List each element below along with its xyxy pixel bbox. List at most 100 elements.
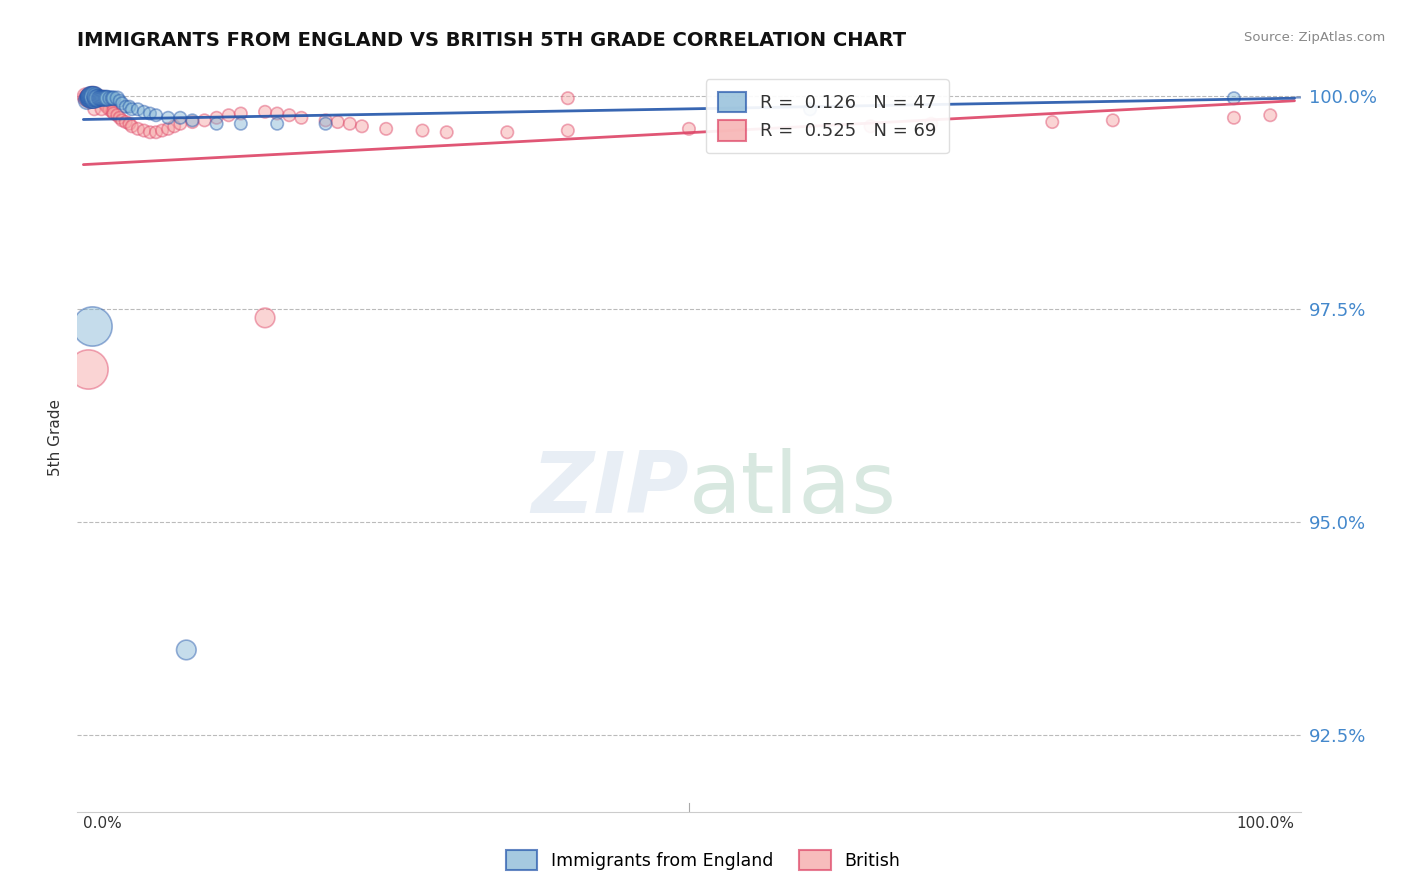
Point <box>339 117 361 131</box>
Point <box>76 91 98 105</box>
Point <box>557 91 579 105</box>
Point <box>84 89 107 103</box>
Point <box>278 108 301 122</box>
Point <box>96 98 118 112</box>
Point <box>90 91 112 105</box>
Point <box>80 91 103 105</box>
Text: atlas: atlas <box>689 448 897 531</box>
Point <box>150 123 173 137</box>
Point <box>1223 111 1246 125</box>
Point <box>84 89 107 103</box>
Text: IMMIGRANTS FROM ENGLAND VS BRITISH 5TH GRADE CORRELATION CHART: IMMIGRANTS FROM ENGLAND VS BRITISH 5TH G… <box>77 30 907 50</box>
Legend: Immigrants from England, British: Immigrants from England, British <box>498 841 908 879</box>
Point <box>77 91 100 105</box>
Y-axis label: 5th Grade: 5th Grade <box>48 399 63 475</box>
Point <box>83 102 105 116</box>
Point <box>181 115 204 129</box>
Point <box>678 121 700 136</box>
Point <box>101 104 124 119</box>
Point <box>1101 113 1123 128</box>
Point <box>82 89 104 103</box>
Point <box>94 96 117 111</box>
Point <box>90 91 112 105</box>
Point <box>93 91 115 105</box>
Point <box>114 115 136 129</box>
Text: 100.0%: 100.0% <box>1236 816 1295 831</box>
Point <box>91 91 114 105</box>
Point <box>229 106 252 120</box>
Point <box>80 91 103 105</box>
Point <box>89 91 111 105</box>
Point <box>127 121 149 136</box>
Point <box>80 319 103 334</box>
Text: Source: ZipAtlas.com: Source: ZipAtlas.com <box>1244 31 1385 45</box>
Point <box>80 89 103 103</box>
Point <box>89 91 111 105</box>
Point <box>96 91 118 105</box>
Point <box>121 102 143 116</box>
Point <box>1223 91 1246 105</box>
Point <box>108 94 131 108</box>
Point <box>1040 115 1063 129</box>
Point <box>139 125 162 139</box>
Point <box>496 125 519 139</box>
Point <box>350 120 373 134</box>
Point <box>111 113 134 128</box>
Point <box>79 89 101 103</box>
Point <box>79 91 101 105</box>
Point <box>859 120 882 134</box>
Point <box>84 91 107 105</box>
Point <box>218 108 240 122</box>
Point <box>266 106 288 120</box>
Point <box>193 113 215 128</box>
Point <box>145 125 167 139</box>
Point <box>82 91 104 105</box>
Point <box>86 91 108 105</box>
Point <box>87 91 110 105</box>
Point <box>89 91 111 105</box>
Point <box>145 108 167 122</box>
Point <box>84 91 107 105</box>
Point <box>83 89 105 103</box>
Point <box>86 91 108 105</box>
Point <box>315 117 337 131</box>
Point <box>77 91 100 105</box>
Point <box>94 91 117 105</box>
Point <box>920 117 942 131</box>
Point <box>93 94 115 108</box>
Point <box>315 113 337 128</box>
Point <box>98 91 121 105</box>
Point <box>82 91 104 105</box>
Point <box>799 102 821 116</box>
Point <box>557 123 579 137</box>
Point <box>132 104 155 119</box>
Point <box>290 111 312 125</box>
Point <box>76 94 98 108</box>
Legend: R =  0.126   N = 47, R =  0.525   N = 69: R = 0.126 N = 47, R = 0.525 N = 69 <box>706 79 949 153</box>
Point <box>163 120 186 134</box>
Point <box>411 123 433 137</box>
Point <box>1258 108 1281 122</box>
Point <box>254 310 277 325</box>
Point <box>87 91 110 105</box>
Point <box>91 91 114 105</box>
Point <box>169 111 191 125</box>
Text: ZIP: ZIP <box>531 448 689 531</box>
Point <box>108 111 131 125</box>
Point <box>79 89 101 103</box>
Point <box>181 113 204 128</box>
Point <box>90 102 112 116</box>
Point <box>83 91 105 105</box>
Point <box>118 100 141 114</box>
Point <box>83 91 105 105</box>
Point <box>97 91 120 105</box>
Point <box>326 115 349 129</box>
Point <box>103 91 125 105</box>
Point <box>98 102 121 116</box>
Point <box>118 117 141 131</box>
Point <box>79 91 101 105</box>
Point <box>157 111 180 125</box>
Point <box>436 125 458 139</box>
Point <box>82 89 104 103</box>
Text: 0.0%: 0.0% <box>83 816 122 831</box>
